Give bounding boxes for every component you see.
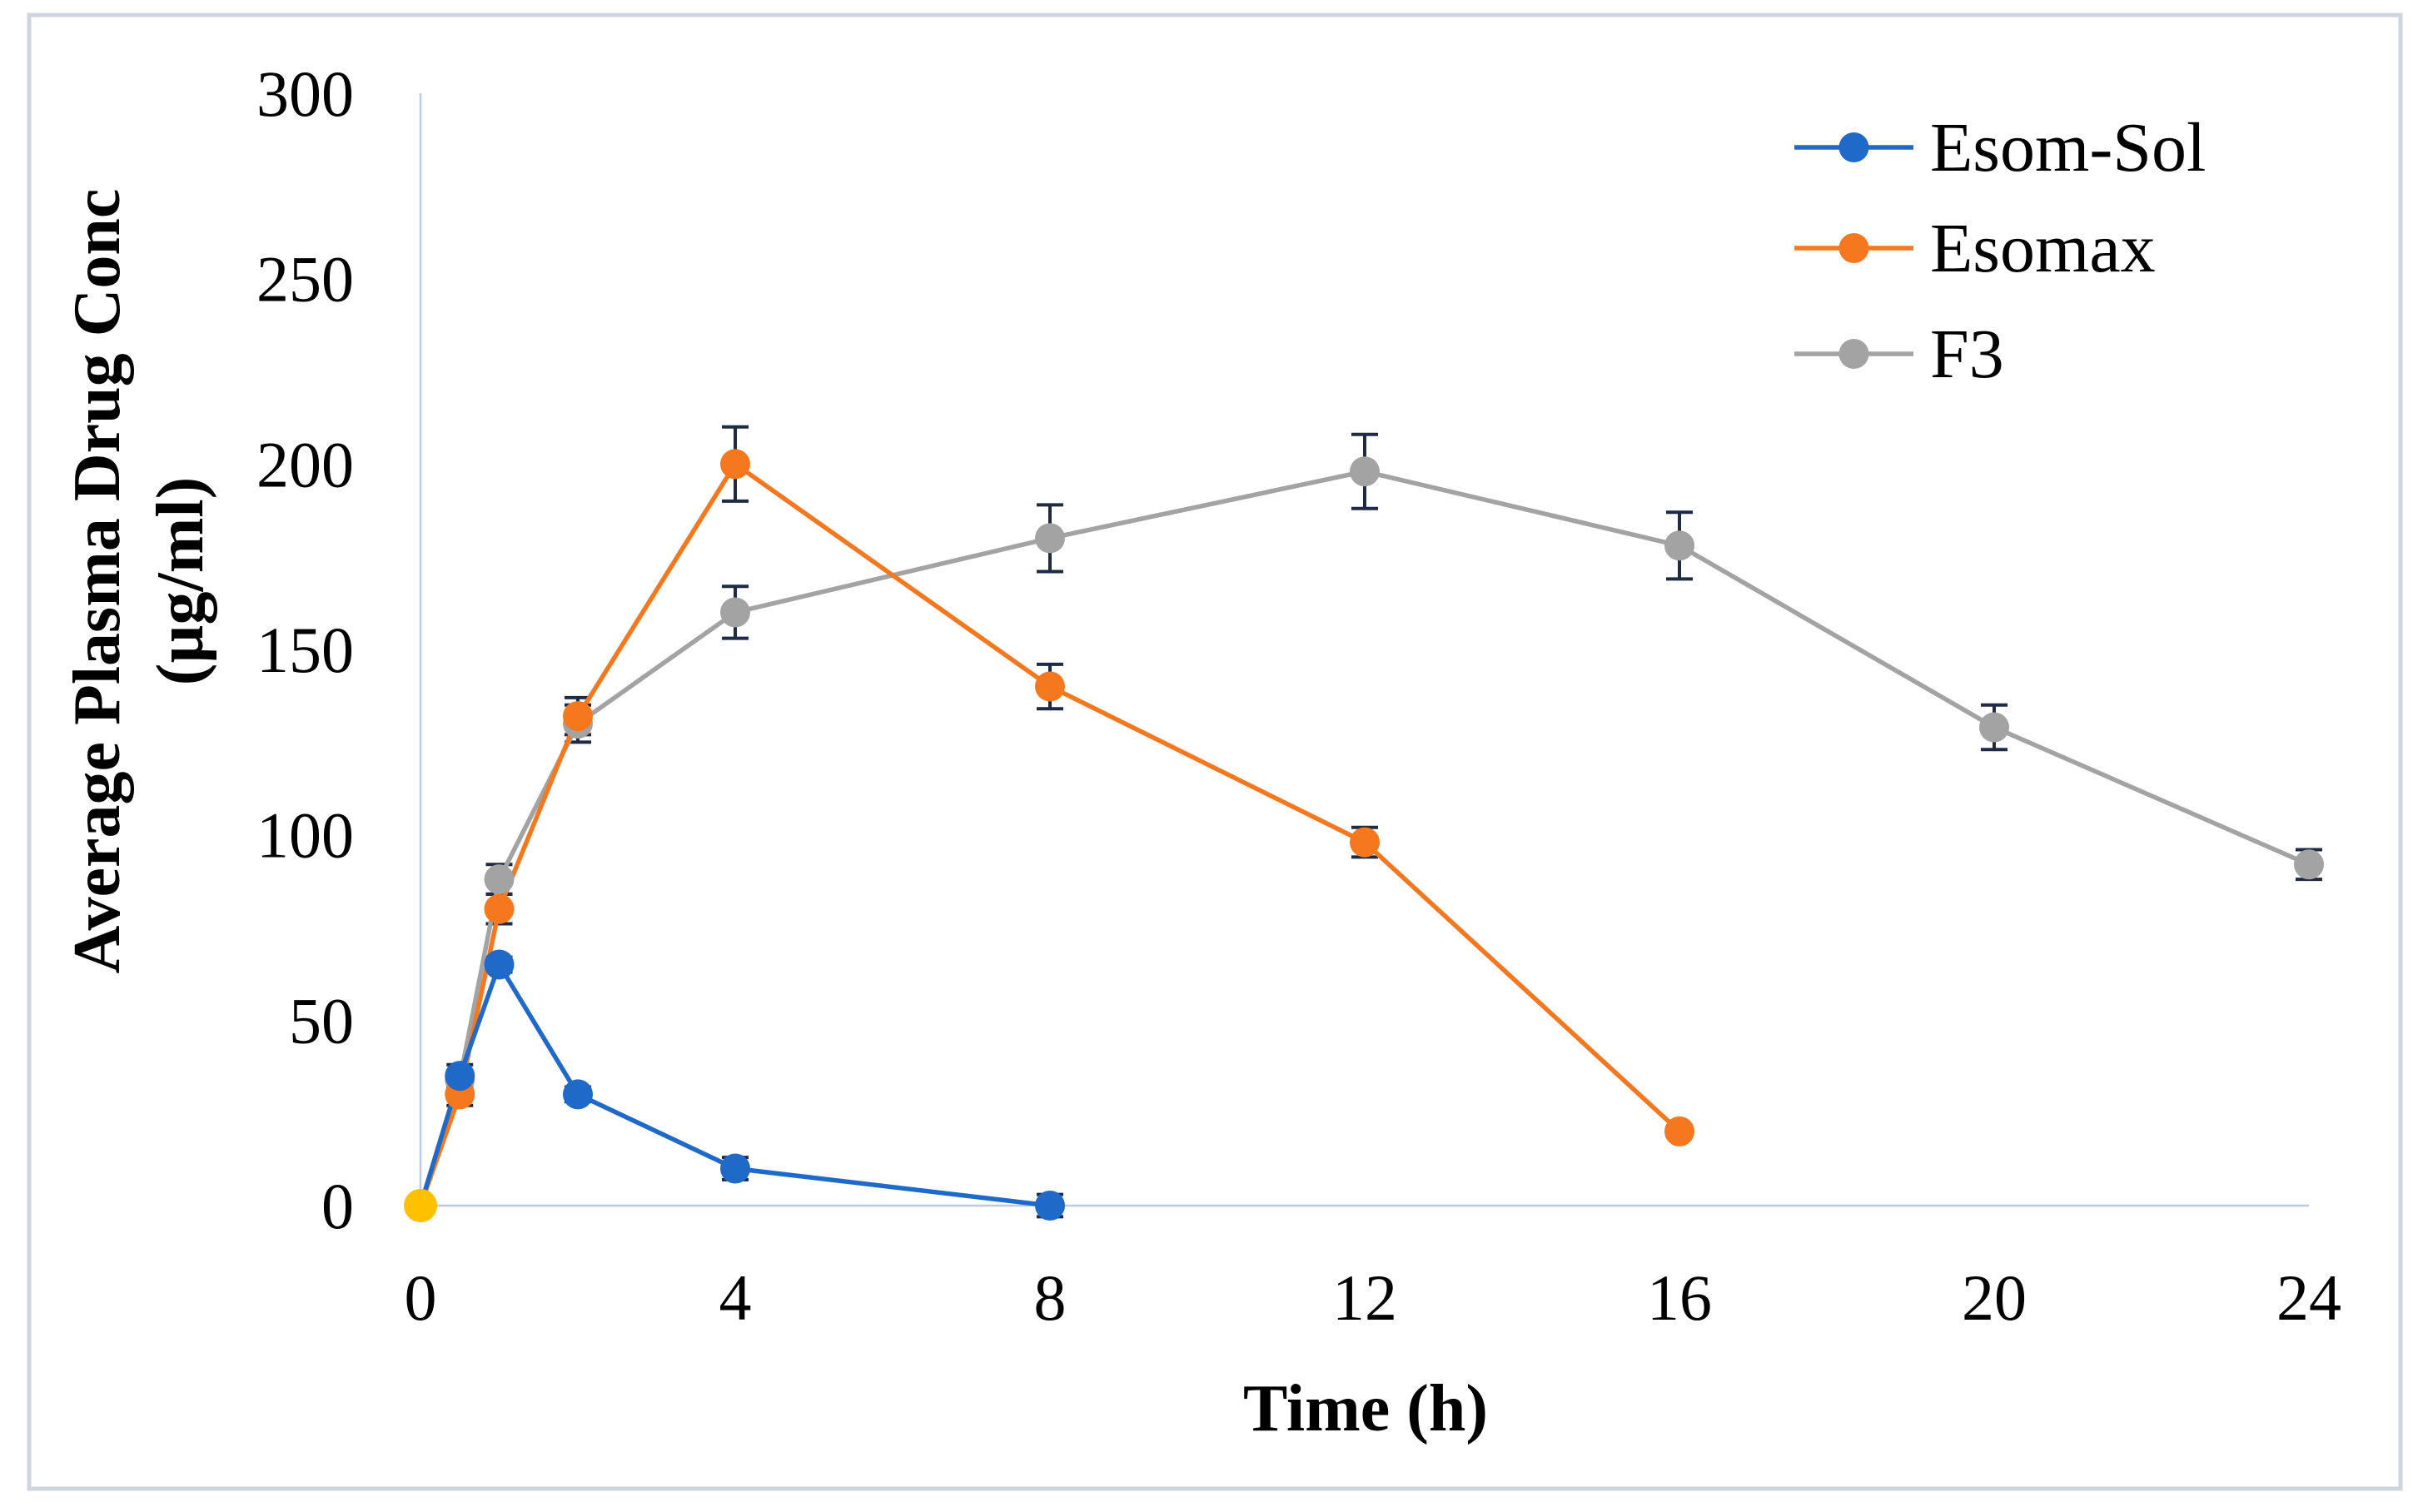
legend-marker bbox=[1838, 233, 1869, 263]
y-tick-label: 200 bbox=[256, 428, 354, 500]
data-point-esom-sol bbox=[563, 1079, 593, 1110]
legend-item-f3: F3 bbox=[1794, 316, 2004, 393]
legend-label: Esomax bbox=[1930, 210, 2156, 287]
x-tick-label: 20 bbox=[1962, 1261, 2027, 1334]
y-axis-title: Average Plasma Drug Conc bbox=[61, 189, 134, 974]
data-point-esomax bbox=[484, 893, 515, 924]
data-point-esom-sol bbox=[720, 1153, 750, 1184]
y-tick-label: 0 bbox=[321, 1170, 354, 1242]
y-tick-label: 100 bbox=[256, 799, 354, 872]
data-point-f3 bbox=[2294, 849, 2324, 880]
y-axis-title-unit: (µg/ml) bbox=[144, 477, 217, 685]
data-point-esom-sol bbox=[1035, 1191, 1065, 1221]
data-point-f3 bbox=[1035, 523, 1065, 554]
data-point-f3 bbox=[720, 597, 750, 628]
data-point-esom-sol bbox=[445, 1061, 475, 1092]
legend-item-esomax: Esomax bbox=[1794, 210, 2156, 287]
y-tick-label: 300 bbox=[256, 57, 354, 130]
data-point-f3 bbox=[1979, 712, 2009, 743]
data-point-esomax bbox=[720, 449, 750, 480]
legend-label: Esom-Sol bbox=[1930, 109, 2206, 187]
legend-marker bbox=[1838, 339, 1869, 369]
data-point-f3 bbox=[1350, 456, 1380, 487]
origin-point bbox=[404, 1189, 437, 1222]
x-tick-label: 12 bbox=[1332, 1261, 1397, 1334]
data-point-esomax bbox=[1664, 1116, 1694, 1146]
x-tick-label: 16 bbox=[1647, 1261, 1712, 1334]
y-tick-label: 50 bbox=[289, 984, 354, 1057]
chart-frame bbox=[27, 12, 2403, 1491]
x-tick-label: 24 bbox=[2276, 1261, 2341, 1334]
x-tick-label: 4 bbox=[719, 1261, 752, 1334]
data-point-esom-sol bbox=[484, 949, 515, 980]
x-axis-title: Time (h) bbox=[1243, 1372, 1488, 1445]
x-tick-label: 0 bbox=[405, 1261, 437, 1334]
y-tick-label: 250 bbox=[256, 243, 354, 316]
data-point-f3 bbox=[484, 864, 515, 895]
x-tick-label: 8 bbox=[1034, 1261, 1067, 1334]
y-tick-label: 150 bbox=[256, 614, 354, 686]
data-point-f3 bbox=[1664, 530, 1694, 561]
legend-item-esom-sol: Esom-Sol bbox=[1794, 109, 2206, 187]
data-point-esomax bbox=[1035, 671, 1065, 702]
legend-label: F3 bbox=[1930, 316, 2004, 393]
legend-marker bbox=[1838, 132, 1869, 162]
data-point-esomax bbox=[563, 701, 593, 732]
data-point-esomax bbox=[1350, 827, 1380, 858]
